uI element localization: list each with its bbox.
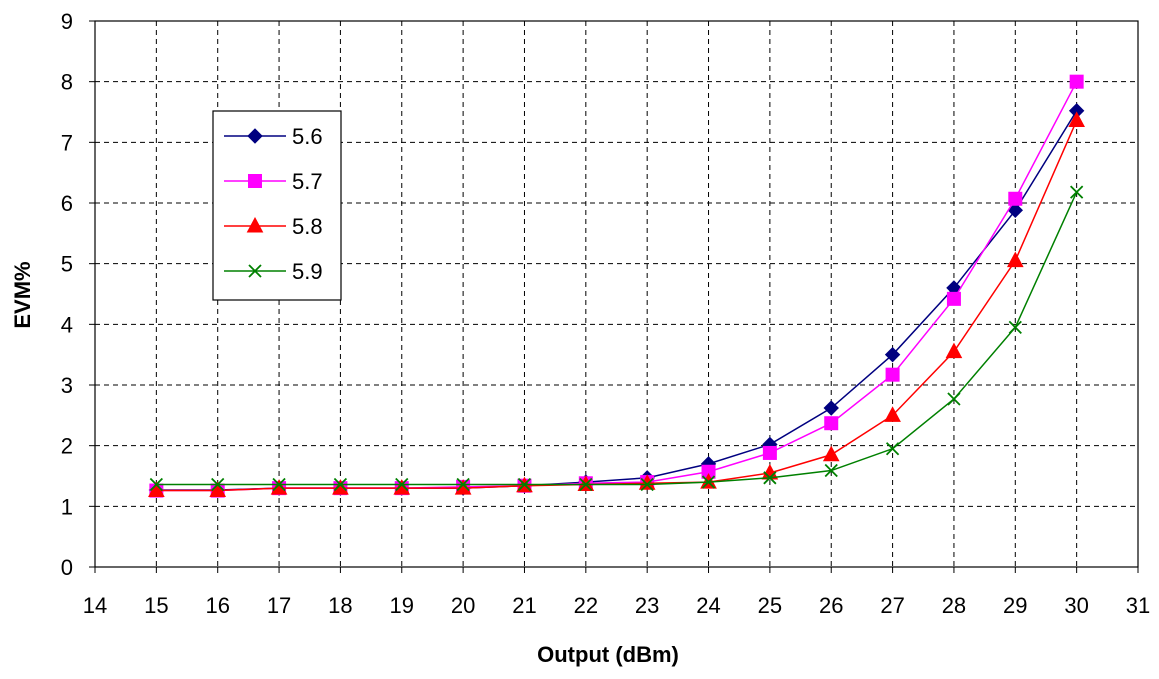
y-axis-title: EVM% [10, 261, 35, 328]
triangle-data-point [945, 342, 963, 359]
square-data-point [1008, 191, 1023, 206]
x-tick-label: 18 [328, 593, 352, 618]
triangle-data-point [638, 474, 656, 490]
x-tick-label: 22 [574, 593, 598, 618]
square-data-point [762, 445, 777, 460]
x-axis-ticks: 14 15 16 17 18 19 20 21 22 23 24 25 26 27 28 29 30 31 [83, 567, 1150, 618]
x-data-point [579, 477, 593, 492]
y-tick-label: 8 [61, 70, 73, 95]
y-tick-label: 4 [61, 312, 73, 337]
series-layer [148, 74, 1085, 498]
legend-label: 5.8 [292, 214, 323, 239]
x-data-point [1008, 320, 1022, 335]
x-data-point [149, 477, 163, 492]
triangle-data-point [1068, 111, 1085, 127]
x-tick-label: 29 [1003, 593, 1027, 618]
y-tick-label: 7 [61, 130, 73, 155]
legend-label: 5.7 [292, 169, 323, 194]
legend-item: 5.6 [224, 124, 323, 149]
legend-marker [246, 216, 264, 233]
x-tick-label: 25 [758, 593, 782, 618]
x-data-point [885, 442, 900, 456]
x-axis-title: Output (dBm) [537, 642, 679, 667]
legend-item: 5.8 [224, 214, 323, 239]
x-data-point [517, 477, 532, 492]
triangle-data-point [884, 406, 901, 422]
x-tick-label: 14 [83, 593, 107, 618]
x-data-point [333, 477, 348, 492]
triangle-data-point [822, 445, 840, 462]
square-data-point [946, 291, 961, 306]
x-tick-label: 19 [390, 593, 414, 618]
diamond-data-point [884, 346, 901, 363]
x-data-point [824, 463, 838, 478]
legend-label: 5.9 [292, 259, 323, 284]
x-data-point [272, 477, 286, 492]
square-data-point [1069, 74, 1084, 89]
legend-marker [248, 264, 262, 278]
x-tick-label: 23 [635, 593, 659, 618]
series-line [156, 191, 1078, 486]
series-5-9 [149, 185, 1084, 492]
diamond-data-point [1007, 202, 1024, 218]
legend-box [212, 110, 342, 301]
y-tick-label: 0 [61, 555, 73, 580]
square-data-point [885, 367, 900, 382]
y-tick-label: 1 [61, 494, 73, 519]
x-data-point [1070, 185, 1084, 199]
y-tick-label: 6 [61, 191, 73, 216]
y-tick-label: 5 [61, 252, 73, 277]
y-axis-ticks: 0 1 2 3 4 5 6 7 8 9 [61, 9, 95, 580]
plot-area [94, 20, 1139, 568]
triangle-data-point [209, 481, 227, 498]
diamond-data-point [823, 400, 839, 416]
legend-marker [247, 128, 263, 144]
x-data-point [701, 475, 716, 489]
x-tick-label: 30 [1064, 593, 1088, 618]
x-data-point [947, 392, 961, 406]
x-tick-label: 24 [696, 593, 720, 618]
x-tick-label: 17 [267, 593, 291, 618]
x-tick-label: 26 [819, 593, 843, 618]
legend-label: 5.6 [292, 124, 323, 149]
x-data-point [763, 471, 777, 485]
x-data-point [640, 477, 654, 492]
x-data-point [395, 477, 409, 492]
x-tick-label: 15 [144, 593, 168, 618]
x-data-point [456, 477, 470, 492]
y-tick-label: 3 [61, 373, 73, 398]
x-data-point [211, 477, 225, 492]
x-tick-label: 16 [205, 593, 229, 618]
y-tick-label: 2 [61, 434, 73, 459]
legend: 5.6 5.7 5.8 5.9 [212, 110, 342, 301]
square-data-point [824, 416, 839, 431]
y-tick-label: 9 [61, 9, 73, 34]
x-tick-label: 21 [512, 593, 536, 618]
legend-item: 5.7 [224, 169, 323, 194]
x-tick-label: 28 [942, 593, 966, 618]
legend-marker [248, 174, 262, 188]
x-tick-label: 31 [1126, 593, 1150, 618]
triangle-data-point [148, 481, 165, 498]
x-tick-label: 20 [451, 593, 475, 618]
legend-item: 5.9 [224, 259, 323, 284]
triangle-data-point [1006, 251, 1024, 268]
x-tick-label: 27 [880, 593, 904, 618]
